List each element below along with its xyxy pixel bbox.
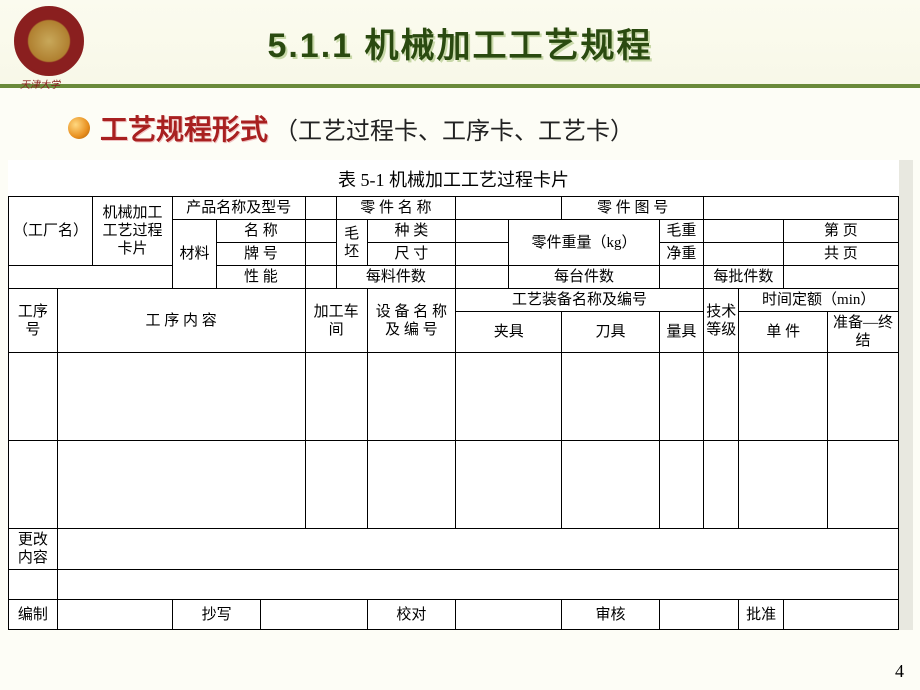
header: 天津大学 5.1.1 机械加工工艺规程 [0,0,920,88]
cell-review: 审核 [562,600,659,630]
cell-mat-perf: 性 能 [217,266,306,289]
table-container: 表 5-1 机械加工工艺过程卡片 （工厂名） 机械加工工艺过程卡片 产品名称及型… [8,160,913,630]
cell-material: 材料 [172,220,216,289]
change-row: 更改内容 [9,529,899,570]
cell-blank: 毛坯 [336,220,367,266]
cell-prep-time: 准备—终结 [827,312,898,353]
cell-unit-time: 单 件 [739,312,828,353]
cell-part-weight: 零件重量（kg） [509,220,660,266]
subtitle-note: （工艺过程卡、工序卡、工艺卡） [274,111,634,146]
cell-skill: 技术等级 [704,289,739,353]
cell-copy: 抄写 [172,600,261,630]
logo-text: 天津大学 [20,76,60,91]
body-row [9,441,899,529]
bullet-icon [68,117,90,139]
body-row [9,353,899,441]
cell-cutter: 刀具 [562,312,659,353]
cell-proc-card: 机械加工工艺过程卡片 [93,197,173,266]
cell-tooling: 工艺装备名称及编号 [456,289,704,312]
footer-row: 编制 抄写 校对 审核 批准 [9,600,899,630]
cell-mat-name: 名 称 [217,220,306,243]
cell-blank-size: 尺 寸 [367,243,456,266]
cell-part-no: 零 件 图 号 [562,197,704,220]
cell-part-name: 零 件 名 称 [336,197,456,220]
cell-mat-brand: 牌 号 [217,243,306,266]
cell-op-no: 工序号 [9,289,58,353]
cell-gross: 毛重 [659,220,703,243]
cell-blank-type: 种 类 [367,220,456,243]
change-row-2 [9,570,899,600]
cell-equip: 设 备 名 称 及 编 号 [367,289,456,353]
subtitle-row: 工艺规程形式 （工艺过程卡、工序卡、工艺卡） [0,88,920,148]
page-number: 4 [895,661,904,682]
cell-net: 净重 [659,243,703,266]
cell-proof: 校对 [367,600,456,630]
cell-page1: 第 页 [783,220,898,243]
cell-time-quota: 时间定额（min） [739,289,899,312]
cell-qty-blank: 每料件数 [336,266,456,289]
cell-qty-batch: 每批件数 [704,266,784,289]
cell-op-content: 工 序 内 容 [57,289,305,353]
cell-workshop: 加工车间 [305,289,367,353]
process-card-table: （工厂名） 机械加工工艺过程卡片 产品名称及型号 零 件 名 称 零 件 图 号… [8,196,899,630]
cell-qty-unit: 每台件数 [509,266,660,289]
table-caption: 表 5-1 机械加工工艺过程卡片 [8,160,899,196]
logo-icon [14,6,84,76]
cell-gauge: 量具 [659,312,703,353]
cell-fixture: 夹具 [456,312,562,353]
cell-factory: （工厂名） [9,197,93,266]
cell-compile: 编制 [9,600,58,630]
page-title: 5.1.1 机械加工工艺规程 [0,0,920,67]
cell-product-name: 产品名称及型号 [172,197,305,220]
cell-approve: 批准 [739,600,783,630]
cell-change: 更改内容 [9,529,58,570]
cell-page2: 共 页 [783,243,898,266]
subtitle-highlight: 工艺规程形式 [100,108,268,148]
